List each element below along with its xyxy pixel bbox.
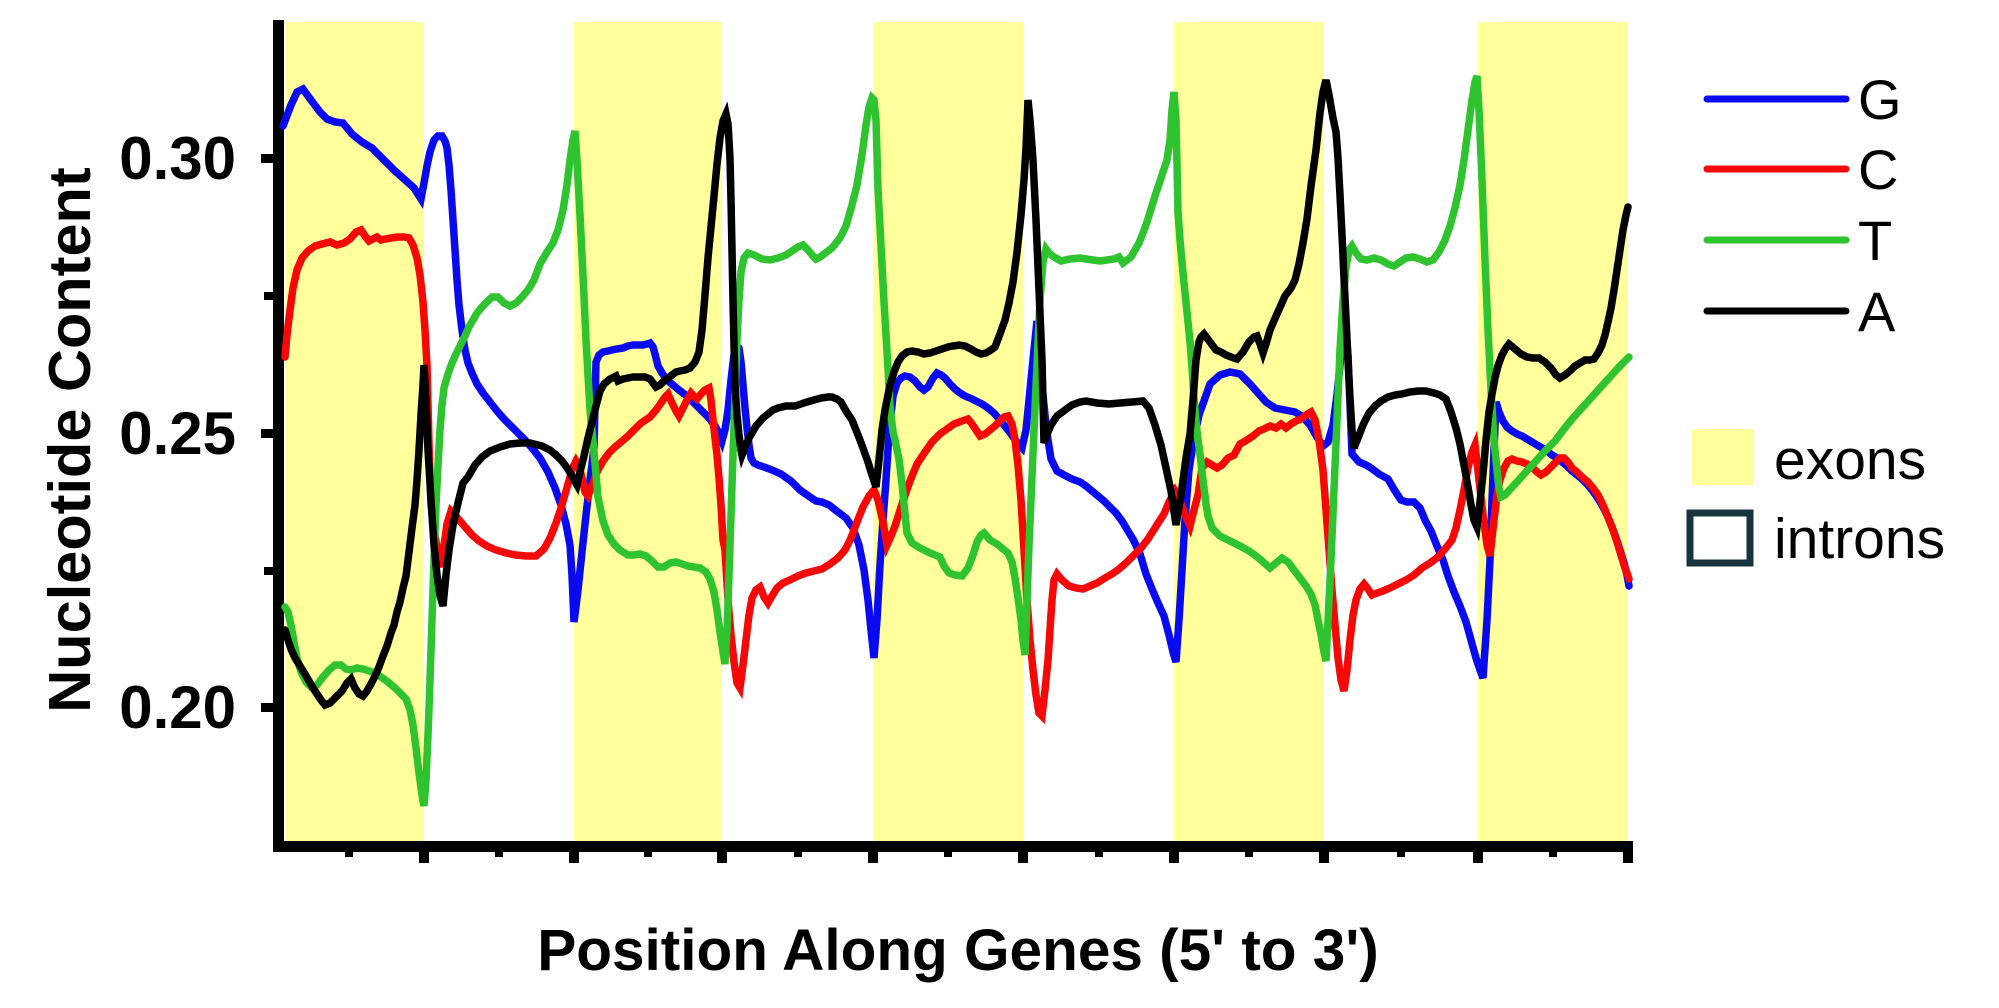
svg-text:0.30: 0.30 bbox=[119, 125, 236, 192]
svg-text:0.20: 0.20 bbox=[119, 674, 236, 741]
svg-text:C: C bbox=[1858, 138, 1898, 201]
svg-text:Nucleotide Content: Nucleotide Content bbox=[36, 167, 103, 713]
svg-text:exons: exons bbox=[1774, 428, 1926, 492]
svg-text:0.25: 0.25 bbox=[119, 400, 236, 467]
svg-text:T: T bbox=[1858, 209, 1892, 272]
svg-text:A: A bbox=[1858, 280, 1896, 343]
svg-text:introns: introns bbox=[1774, 507, 1945, 571]
svg-text:Position Along Genes (5' to 3': Position Along Genes (5' to 3') bbox=[537, 918, 1378, 983]
svg-text:G: G bbox=[1858, 68, 1902, 131]
